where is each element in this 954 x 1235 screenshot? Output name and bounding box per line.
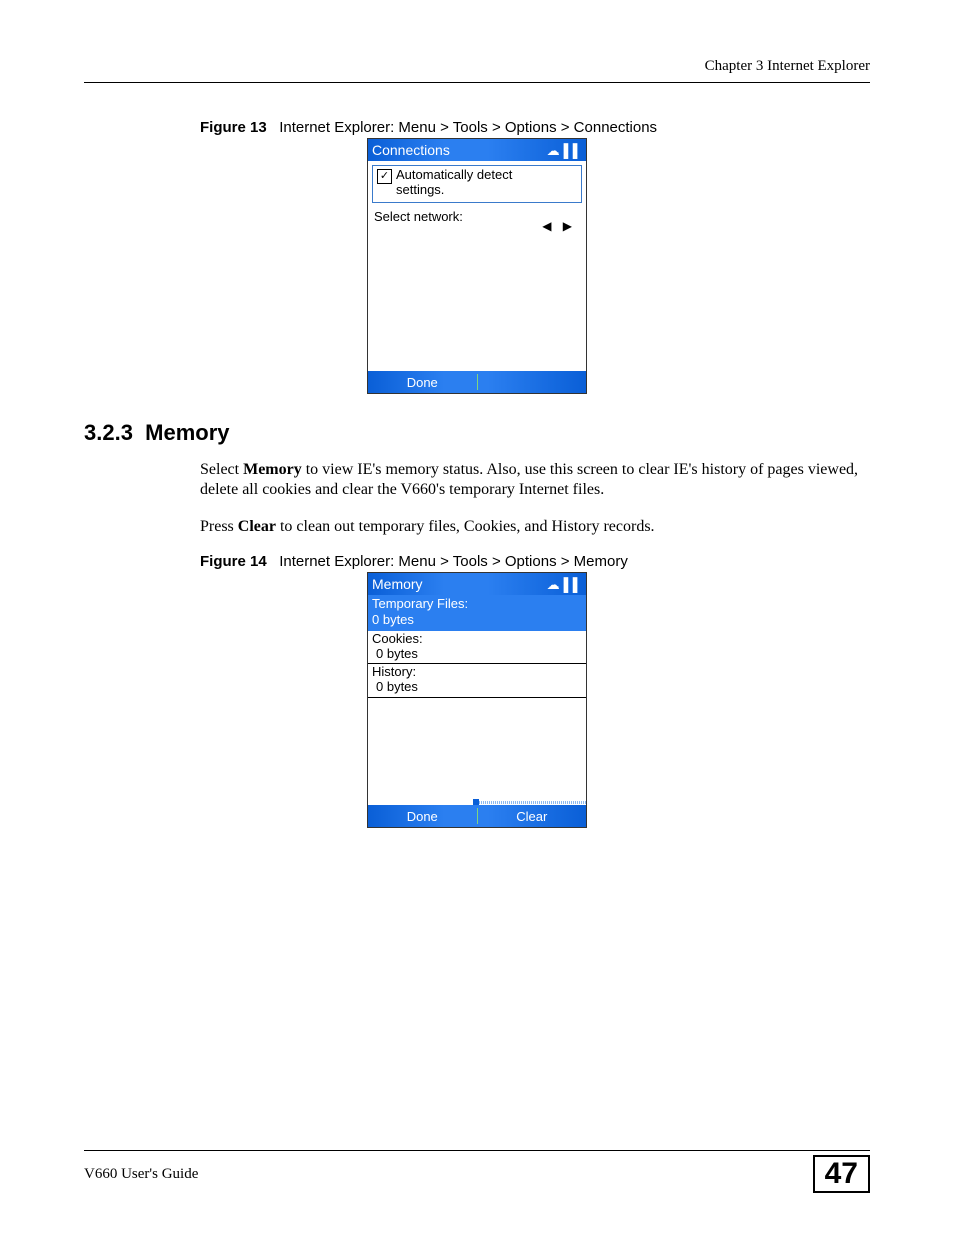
temp-files-value: 0 bytes [372,612,582,628]
globe-icon: ☁ [547,144,560,157]
figure13-frame: Connections ☁ ▌▌ ✓ Automatically detect … [367,138,587,394]
figure14-caption: Figure 14 Internet Explorer: Menu > Tool… [200,553,870,570]
figure13-label: Figure 13 [200,119,267,136]
cookies-value: 0 bytes [372,647,582,662]
figure14-frame: Memory ☁ ▌▌ Temporary Files: 0 bytes Coo… [367,572,587,828]
auto-detect-row[interactable]: ✓ Automatically detect settings. [372,165,582,203]
figure14-titlebar: Memory ☁ ▌▌ [368,573,586,595]
softkey-divider [477,374,478,390]
para-1: Select Memory to view IE's memory status… [200,460,870,501]
history-row[interactable]: History: 0 bytes [368,664,586,698]
network-arrows[interactable]: ◀ ▶ [542,219,576,233]
figure13-caption-text: Internet Explorer: Menu > Tools > Option… [279,119,657,136]
signal-icon: ▌▌ [564,144,582,157]
auto-detect-label: Automatically detect settings. [396,168,512,198]
titlebar-icons: ☁ ▌▌ [547,144,582,157]
figure13-softkeys: Done [368,371,586,393]
page-header: Chapter 3 Internet Explorer [84,58,870,83]
history-label: History: [372,665,582,680]
done-button[interactable]: Done [368,375,477,390]
page-number: 47 [813,1155,870,1193]
page: Chapter 3 Internet Explorer Figure 13 In… [0,0,954,1235]
figure14-body: Temporary Files: 0 bytes Cookies: 0 byte… [368,595,586,805]
figure13-titlebar: Connections ☁ ▌▌ [368,139,586,161]
figure14-softkeys: Done Clear [368,805,586,827]
section-title: Memory [145,420,229,445]
signal-icon: ▌▌ [564,578,582,591]
auto-detect-checkbox[interactable]: ✓ [377,169,392,184]
figure13-title: Connections [372,142,450,158]
done-button[interactable]: Done [368,809,477,824]
checkmark-icon: ✓ [380,171,389,182]
clear-button[interactable]: Clear [478,809,587,824]
page-footer: V660 User's Guide 47 [84,1150,870,1193]
cookies-row[interactable]: Cookies: 0 bytes [368,631,586,665]
globe-icon: ☁ [547,578,560,591]
chapter-title: Chapter 3 Internet Explorer [705,58,870,74]
cookies-label: Cookies: [372,632,582,647]
temp-files-label: Temporary Files: [372,596,582,612]
figure13-body: ✓ Automatically detect settings. Select … [368,161,586,371]
figure14-title: Memory [372,576,423,592]
history-value: 0 bytes [372,680,582,695]
footer-guide: V660 User's Guide [84,1166,198,1183]
figure13-caption: Figure 13 Internet Explorer: Menu > Tool… [200,119,870,136]
figure14-label: Figure 14 [200,553,267,570]
temp-files-row[interactable]: Temporary Files: 0 bytes [368,595,586,630]
section-number: 3.2.3 [84,420,133,445]
titlebar-icons-2: ☁ ▌▌ [547,578,582,591]
para-2: Press Clear to clean out temporary files… [200,517,870,537]
figure14-caption-text: Internet Explorer: Menu > Tools > Option… [279,553,628,570]
section-heading: 3.2.3 Memory [84,420,870,446]
